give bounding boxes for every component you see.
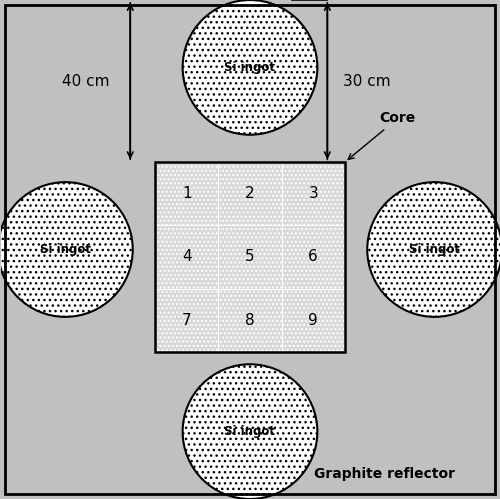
Text: 5: 5 [245,250,255,264]
Text: 8: 8 [245,313,255,328]
Text: 30 cm: 30 cm [344,73,391,89]
Text: 9: 9 [308,313,318,328]
Text: 1: 1 [182,186,192,201]
Text: 3: 3 [308,186,318,201]
Text: 7: 7 [182,313,192,328]
Text: 2: 2 [245,186,255,201]
Bar [218,162,282,226]
Bar [218,226,282,288]
Text: Si ingot: Si ingot [224,61,276,74]
Bar [155,226,218,288]
Bar [282,288,345,352]
Bar [155,162,345,352]
Circle shape [182,0,318,135]
Bar [155,162,218,226]
Bar [218,288,282,352]
Circle shape [368,182,500,317]
Text: 6: 6 [308,250,318,264]
Circle shape [182,364,318,499]
Text: Graphite reflector: Graphite reflector [314,467,455,481]
Text: Si ingot: Si ingot [409,243,460,256]
Text: 40 cm: 40 cm [62,73,109,89]
Text: Core: Core [348,111,416,159]
Bar [282,162,345,226]
Bar [282,226,345,288]
Text: 4: 4 [182,250,192,264]
Text: Si ingot: Si ingot [40,243,91,256]
Bar [155,288,218,352]
Circle shape [0,182,132,317]
Text: Si ingot: Si ingot [224,425,276,438]
